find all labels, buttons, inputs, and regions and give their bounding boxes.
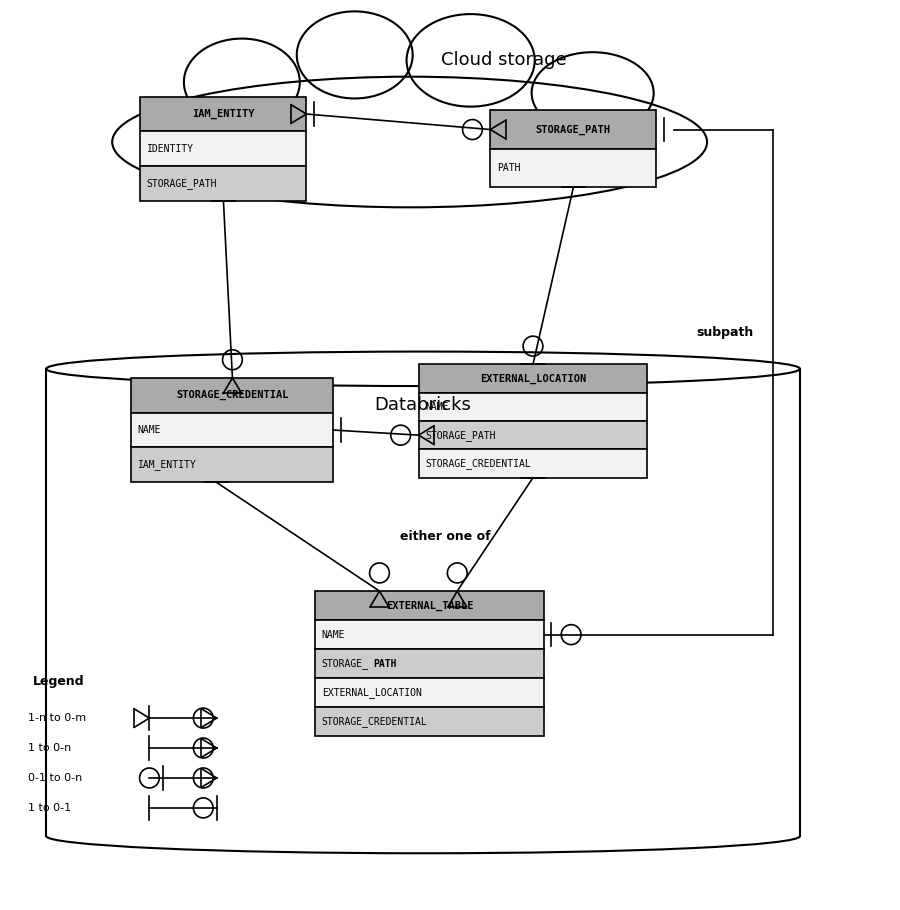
Text: STORAGE_CREDENTIAL: STORAGE_CREDENTIAL bbox=[321, 716, 428, 727]
Text: IDENTITY: IDENTITY bbox=[147, 144, 194, 154]
Text: STORAGE_: STORAGE_ bbox=[321, 658, 369, 669]
FancyBboxPatch shape bbox=[315, 592, 544, 620]
Text: NAME: NAME bbox=[425, 402, 448, 412]
FancyBboxPatch shape bbox=[315, 707, 544, 736]
Ellipse shape bbox=[46, 351, 800, 386]
FancyBboxPatch shape bbox=[491, 149, 656, 187]
Text: EXTERNAL_LOCATION: EXTERNAL_LOCATION bbox=[480, 373, 586, 383]
FancyBboxPatch shape bbox=[131, 412, 333, 448]
Text: Legend: Legend bbox=[32, 675, 85, 688]
Bar bbox=[46, 369, 800, 836]
FancyBboxPatch shape bbox=[418, 392, 647, 421]
FancyBboxPatch shape bbox=[140, 167, 306, 201]
Text: STORAGE_PATH: STORAGE_PATH bbox=[147, 178, 217, 189]
Ellipse shape bbox=[184, 38, 300, 126]
FancyBboxPatch shape bbox=[491, 110, 656, 149]
Text: 0-1 to 0-n: 0-1 to 0-n bbox=[28, 773, 83, 783]
Text: PATH: PATH bbox=[374, 659, 397, 669]
Text: PATH: PATH bbox=[497, 163, 520, 173]
Text: EXTERNAL_LOCATION: EXTERNAL_LOCATION bbox=[321, 687, 421, 698]
Text: NAME: NAME bbox=[138, 425, 161, 435]
Text: either one of: either one of bbox=[400, 531, 490, 543]
FancyBboxPatch shape bbox=[418, 421, 647, 450]
Text: NAME: NAME bbox=[321, 630, 346, 640]
FancyBboxPatch shape bbox=[131, 448, 333, 482]
Text: Databricks: Databricks bbox=[374, 396, 472, 414]
Text: subpath: subpath bbox=[697, 326, 754, 339]
Text: STORAGE_PATH: STORAGE_PATH bbox=[425, 430, 495, 440]
FancyBboxPatch shape bbox=[131, 378, 333, 412]
FancyBboxPatch shape bbox=[418, 364, 647, 392]
Text: IAM_ENTITY: IAM_ENTITY bbox=[138, 460, 196, 470]
Ellipse shape bbox=[532, 52, 653, 134]
FancyBboxPatch shape bbox=[315, 649, 544, 678]
FancyBboxPatch shape bbox=[315, 620, 544, 649]
Text: STORAGE_PATH: STORAGE_PATH bbox=[536, 125, 611, 135]
Text: STORAGE_CREDENTIAL: STORAGE_CREDENTIAL bbox=[176, 390, 289, 400]
FancyBboxPatch shape bbox=[315, 678, 544, 707]
Ellipse shape bbox=[297, 11, 413, 98]
Text: IAM_ENTITY: IAM_ENTITY bbox=[193, 109, 255, 119]
FancyBboxPatch shape bbox=[140, 131, 306, 167]
Text: STORAGE_CREDENTIAL: STORAGE_CREDENTIAL bbox=[425, 458, 531, 469]
FancyBboxPatch shape bbox=[418, 450, 647, 478]
FancyBboxPatch shape bbox=[140, 96, 306, 131]
Ellipse shape bbox=[112, 76, 707, 207]
Text: EXTERNAL_TABLE: EXTERNAL_TABLE bbox=[386, 601, 473, 611]
Text: 1-n to 0-m: 1-n to 0-m bbox=[28, 713, 86, 723]
Text: 1 to 0-1: 1 to 0-1 bbox=[28, 803, 71, 813]
Text: Cloud storage: Cloud storage bbox=[441, 51, 567, 69]
Text: 1 to 0-n: 1 to 0-n bbox=[28, 743, 72, 753]
Ellipse shape bbox=[407, 14, 535, 106]
